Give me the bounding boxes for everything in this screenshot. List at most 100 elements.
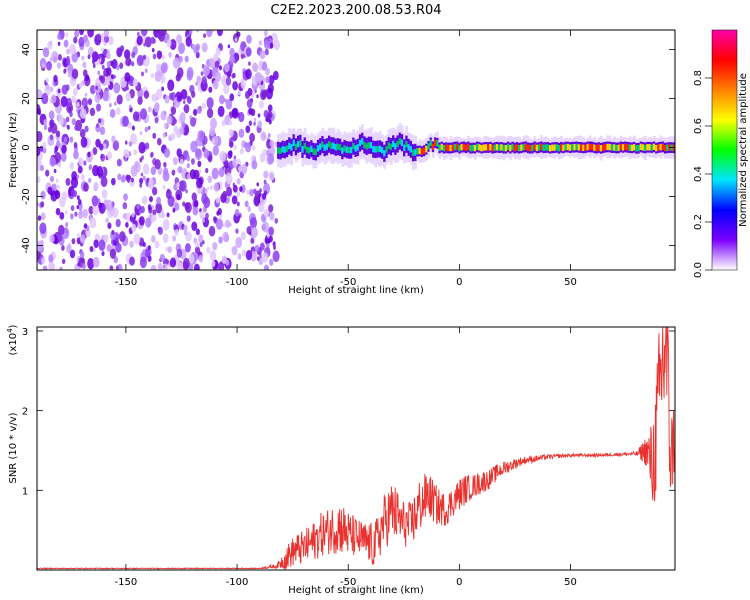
spectrogram-noise-cell <box>222 231 229 242</box>
spectrogram-signal-cell <box>365 143 369 150</box>
spectrogram-noise-cell <box>37 215 42 221</box>
spectrogram-noise-cell <box>37 89 43 100</box>
spectrogram-noise-cell <box>169 257 177 268</box>
spectrogram-noise-cell <box>152 186 158 196</box>
spectrogram-noise-cell <box>268 170 275 182</box>
spectrogram-noise-cell <box>215 47 221 56</box>
spectrogram-noise-cell <box>167 79 175 92</box>
spectrogram-signal-cell <box>535 144 539 152</box>
spectrogram-noise-cell <box>83 34 88 43</box>
spectrogram-noise-cell <box>50 190 58 202</box>
spectrogram-noise-cell <box>201 76 207 85</box>
colorbar-tick-label: 0.2 <box>693 214 704 230</box>
spectrogram-noise-cell <box>66 48 70 55</box>
spectrogram-noise-cell <box>263 208 270 218</box>
snr-y-multiplier-prefix: (x10 <box>8 333 19 356</box>
spectrogram-noise-cell <box>236 191 241 198</box>
spectrogram-noise-cell <box>190 158 195 165</box>
spectrogram-noise-cell <box>147 255 152 262</box>
spectrogram-signal-cell <box>380 147 384 154</box>
spectrogram-noise-cell <box>69 162 75 170</box>
spectrogram-noise-cell <box>263 264 270 270</box>
spectrogram-noise-cell <box>57 41 61 46</box>
spectrogram-noise-cell <box>176 194 181 201</box>
spectrogram-noise-cell <box>234 208 240 217</box>
spectrogram-noise-cell <box>56 62 61 69</box>
spectrogram-signal-cell <box>560 144 563 151</box>
spectrogram-noise-cell <box>212 145 219 156</box>
snr-x-tick-label: -150 <box>115 577 138 588</box>
snr-y-multiplier-exponent: 4 <box>6 328 14 333</box>
spectrogram-noise-cell <box>160 110 167 121</box>
spectrogram-signal-cell <box>378 145 382 153</box>
spectrogram-noise-cell <box>40 201 45 208</box>
spectrogram-noise-cell <box>60 152 67 162</box>
spectrogram-noise-cell <box>229 137 233 143</box>
spectrogram-signal-cell <box>511 143 515 151</box>
spectrogram-noise-cell <box>109 102 112 108</box>
spectrogram-signal-cell <box>650 144 654 151</box>
spectrogram-noise-cell <box>179 126 185 135</box>
spectrogram-noise-cell <box>124 72 131 83</box>
spectrogram-signal-cell <box>308 147 311 154</box>
spectrogram-noise-cell <box>66 124 70 130</box>
spectrogram-noise-cell <box>259 152 266 163</box>
spectrogram-signal-cell <box>338 144 342 151</box>
spectrogram-noise-cell <box>258 40 263 46</box>
spectrogram-noise-cell <box>89 217 97 229</box>
spectrogram-noise-cell <box>222 190 228 199</box>
spectrogram-noise-cell <box>107 222 112 229</box>
spectrogram-noise-cell <box>239 186 243 193</box>
spectrogram-noise-cell <box>122 202 128 210</box>
spectrogram-signal-cell <box>553 144 557 151</box>
spectrogram-noise-cell <box>199 210 205 220</box>
spectrogram-noise-cell <box>74 211 78 217</box>
spectrogram-noise-cell <box>229 47 235 57</box>
spectrogram-noise-cell <box>93 181 99 191</box>
spectrogram-signal-cell <box>414 149 417 156</box>
spectrogram-noise-cell <box>81 97 88 108</box>
spectrogram-noise-cell <box>241 163 248 175</box>
spectrogram-noise-cell <box>94 93 101 103</box>
spectrogram-noise-cell <box>176 261 184 270</box>
spectrogram-noise-cell <box>173 41 176 46</box>
spectrogram-signal-cell <box>447 144 451 152</box>
spectrogram-noise-cell <box>269 212 275 221</box>
spectrogram-signal-cell <box>394 143 398 150</box>
spectrogram-noise-cell <box>47 41 53 50</box>
spectrogram-signal-cell <box>613 144 616 151</box>
spectrogram-noise-cell <box>76 205 80 210</box>
spectrogram-noise-cell <box>82 263 86 270</box>
spectrogram-noise-cell <box>59 266 63 270</box>
spectrogram-noise-cell <box>133 149 138 156</box>
spectrogram-noise-cell <box>131 125 135 131</box>
spectrogram-noise-cell <box>237 253 242 260</box>
spectrogram-noise-cell <box>147 204 152 211</box>
spectrogram-signal-cell <box>296 141 300 148</box>
spectrogram-noise-cell <box>63 39 69 48</box>
spectrogram-noise-cell <box>79 108 87 120</box>
spectrogram-noise-cell <box>186 215 191 222</box>
spectrogram-noise-cell <box>148 177 154 187</box>
spectrogram-noise-cell <box>129 240 134 248</box>
spectrogram-noise-cell <box>100 75 106 84</box>
spectrogram-noise-cell <box>167 246 172 254</box>
spectrogram-noise-cell <box>154 159 161 170</box>
spectrogram-noise-cell <box>151 93 157 103</box>
spectrogram-signal-cell <box>544 144 548 151</box>
spectrogram-noise-cell <box>151 235 156 243</box>
spectrogram-noise-cell <box>83 223 88 229</box>
spectrogram-noise-cell <box>250 108 256 117</box>
spectrogram-signal-cell <box>314 148 318 156</box>
spectrogram-noise-cell <box>144 68 148 73</box>
spectrogram-noise-cell <box>246 34 252 44</box>
spectrogram-noise-cell <box>49 234 55 243</box>
spectrogram-signal-cell <box>372 145 375 153</box>
spectrogram-noise-cell <box>223 84 230 95</box>
spectrogram-noise-cell <box>137 96 143 105</box>
spectrogram-noise-cell <box>163 147 171 158</box>
spectrogram-noise-cell <box>92 247 96 253</box>
spectrogram-noise-cell <box>92 63 96 68</box>
spectrogram-noise-cell <box>39 145 44 152</box>
spectrogram-noise-cell <box>253 121 256 126</box>
